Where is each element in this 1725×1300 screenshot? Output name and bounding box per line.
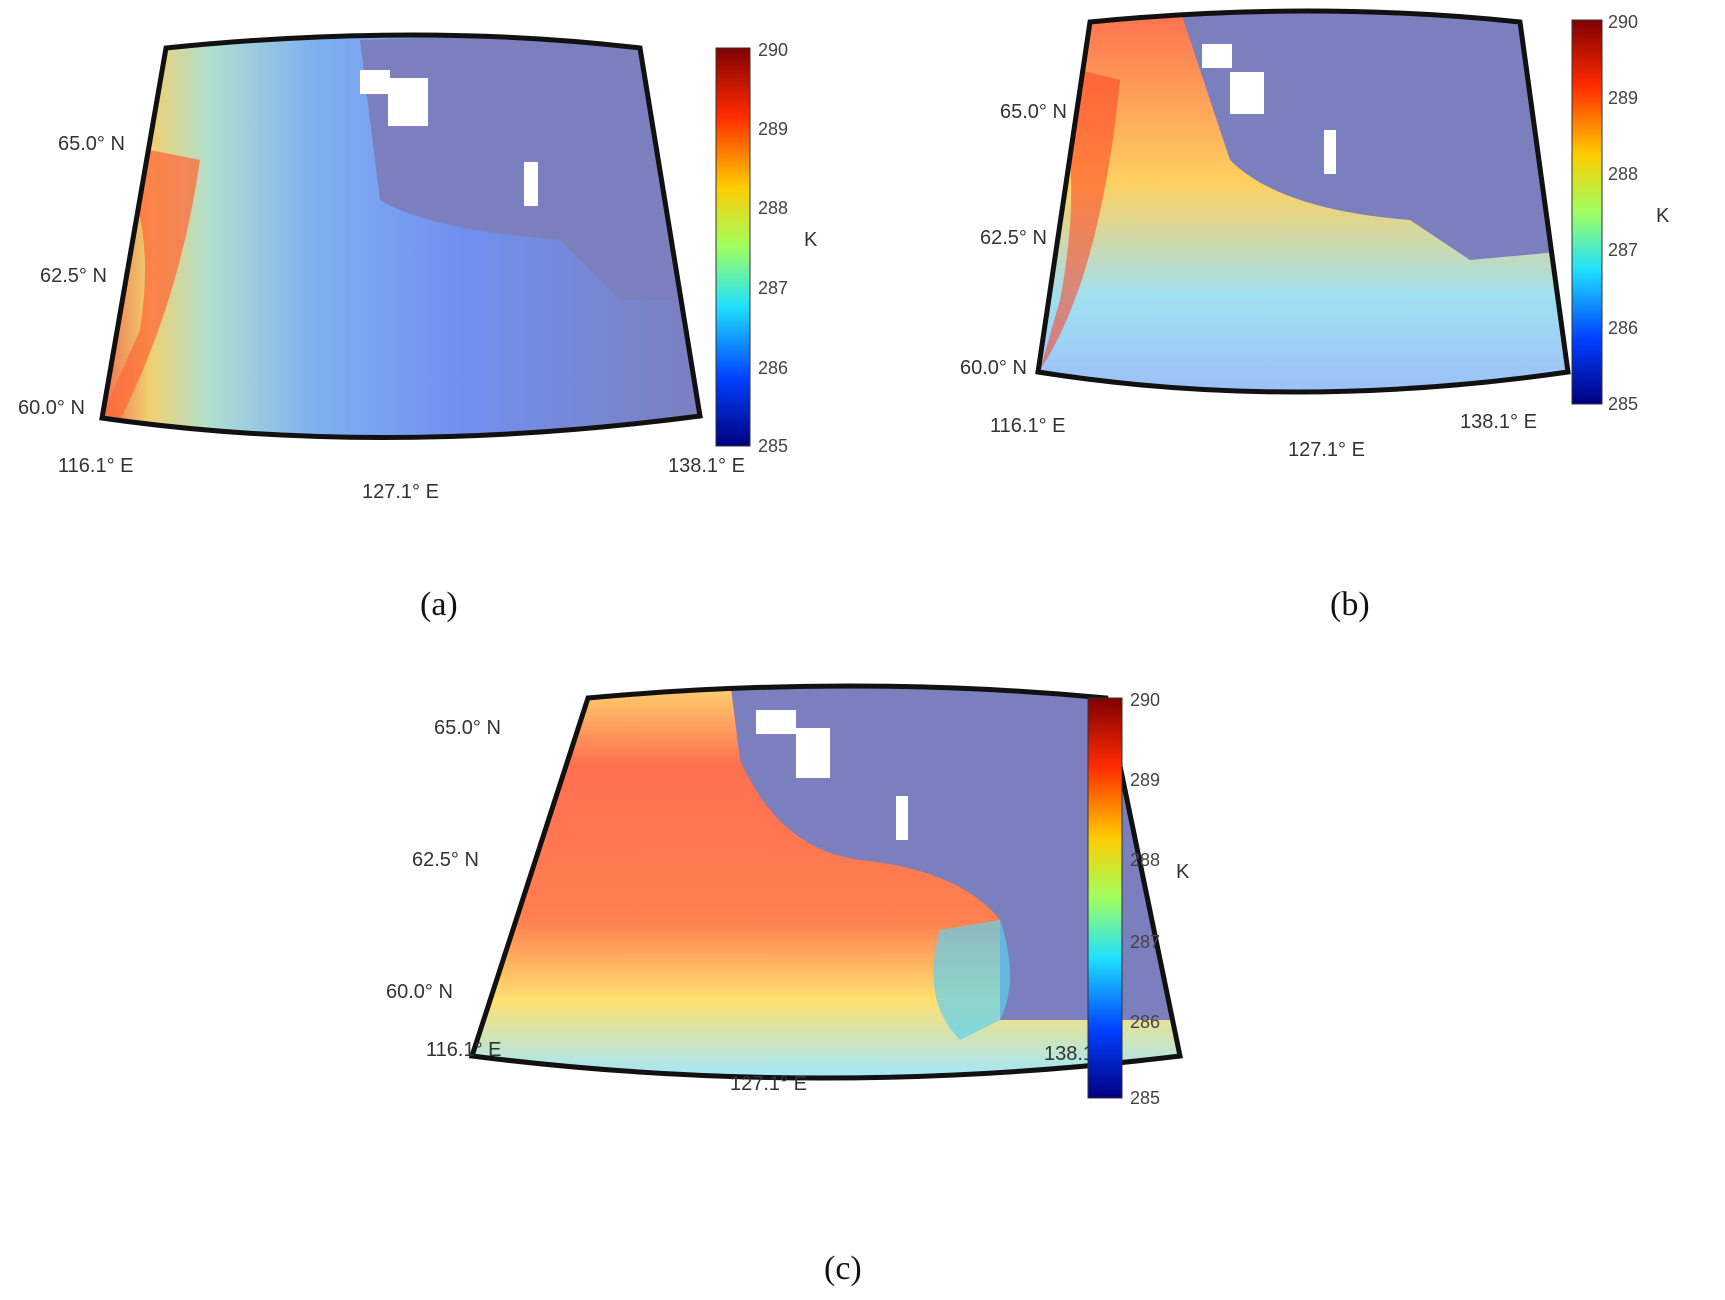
nodata-b-3	[1324, 130, 1336, 174]
warm-band-b	[1040, 60, 1120, 370]
lat-label-a-0: 65.0° N	[58, 133, 125, 155]
lat-label-a-1: 62.5° N	[40, 265, 107, 287]
nodata-a-1	[388, 78, 428, 126]
lon-label-b-2: 138.1° E	[1460, 411, 1537, 433]
cb-c-t3: 287	[1130, 932, 1160, 952]
cb-b-t3: 287	[1608, 240, 1638, 260]
cb-c-t1: 289	[1130, 770, 1160, 790]
cb-c-t2: 288	[1130, 850, 1160, 870]
cb-b-t4: 286	[1608, 318, 1638, 338]
lon-label-a-1: 127.1° E	[362, 481, 439, 503]
cb-a-t4: 286	[758, 358, 788, 378]
cb-b-t0: 290	[1608, 12, 1638, 32]
lon-label-a-0: 116.1° E	[58, 455, 133, 477]
lon-label-a-2: 138.1° E	[668, 455, 745, 477]
cb-a-t5: 285	[758, 436, 788, 456]
cb-b-unit: K	[1656, 205, 1670, 227]
panel-c: 65.0° N 62.5° N 60.0° N 116.1° E 127.1° …	[386, 680, 1340, 1287]
lon-label-b-1: 127.1° E	[1288, 439, 1365, 461]
lon-label-c-1: 127.1° E	[730, 1073, 807, 1095]
panel-b: 65.0° N 62.5° N 60.0° N 116.1° E 127.1° …	[940, 0, 1725, 623]
nodata-a-2	[360, 70, 390, 94]
cb-a-t2: 288	[758, 198, 788, 218]
cool-edge-c	[933, 920, 1010, 1040]
map-a: 65.0° N 62.5° N 60.0° N 116.1° E 127.1° …	[18, 32, 818, 503]
caption-b: (b)	[1330, 586, 1370, 623]
colorbar-a	[715, 47, 751, 447]
lat-label-b-0: 65.0° N	[1000, 101, 1067, 123]
nodata-b-2	[1202, 44, 1232, 68]
nodata-b-1	[1230, 72, 1264, 114]
lat-label-a-2: 60.0° N	[18, 397, 85, 419]
cb-a-t0: 290	[758, 40, 788, 60]
colorbar-b	[1571, 19, 1603, 405]
warm-band-a	[102, 140, 200, 420]
lon-label-c-0: 116.1° E	[426, 1039, 501, 1061]
cb-c-unit: K	[1176, 861, 1190, 883]
map-b: 65.0° N 62.5° N 60.0° N 116.1° E 127.1° …	[960, 8, 1670, 461]
ocean-c	[730, 686, 1180, 1020]
ocean-b	[1180, 11, 1568, 260]
cb-a-t3: 287	[758, 278, 788, 298]
cb-c-t0: 290	[1130, 690, 1160, 710]
colorbar-c	[1087, 697, 1123, 1099]
map-c: 65.0° N 62.5° N 60.0° N 116.1° E 127.1° …	[386, 683, 1190, 1108]
lat-label-b-2: 60.0° N	[960, 357, 1027, 379]
nodata-a-3	[524, 162, 538, 206]
caption-c: (c)	[824, 1250, 862, 1287]
cb-b-t2: 288	[1608, 164, 1638, 184]
map-b-frame	[1035, 8, 1571, 395]
cb-a-unit: K	[804, 229, 818, 251]
lat-label-c-0: 65.0° N	[434, 717, 501, 739]
cb-b-t1: 289	[1608, 88, 1638, 108]
lon-label-b-0: 116.1° E	[990, 415, 1065, 437]
nodata-c-3	[896, 796, 908, 840]
lat-label-b-1: 62.5° N	[980, 227, 1047, 249]
nodata-c-1	[796, 728, 830, 778]
cb-c-t4: 286	[1130, 1012, 1160, 1032]
map-a-frame	[99, 32, 703, 441]
lat-label-c-2: 60.0° N	[386, 981, 453, 1003]
map-c-frame	[468, 683, 1183, 1081]
cb-b-t5: 285	[1608, 394, 1638, 414]
nodata-c-2	[756, 710, 796, 734]
cb-a-t1: 289	[758, 119, 788, 139]
caption-a: (a)	[420, 586, 458, 623]
cb-c-t5: 285	[1130, 1088, 1160, 1108]
panel-a: 65.0° N 62.5° N 60.0° N 116.1° E 127.1° …	[0, 0, 860, 623]
lat-label-c-1: 62.5° N	[412, 849, 479, 871]
